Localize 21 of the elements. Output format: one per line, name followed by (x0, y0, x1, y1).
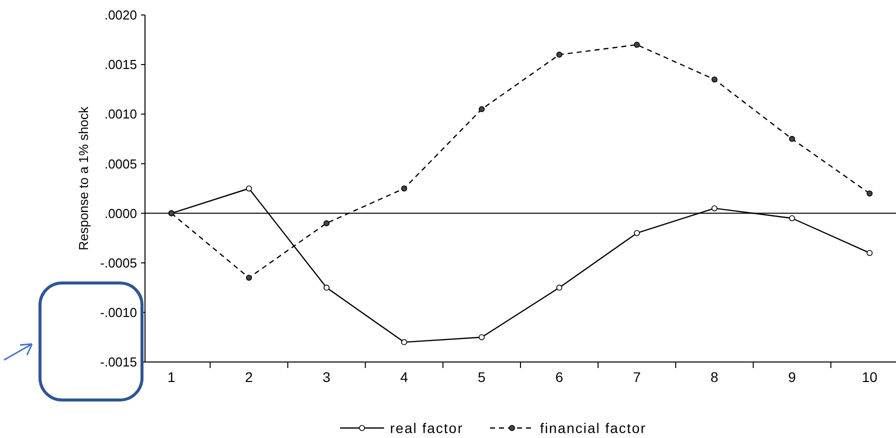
y-tick-label: .0005 (104, 156, 137, 172)
legend-label: real factor (390, 420, 464, 436)
x-tick-label: 8 (710, 369, 719, 385)
x-tick-label: 1 (167, 369, 176, 385)
y-tick-label: .0010 (104, 106, 137, 122)
x-tick-label: 6 (555, 369, 564, 385)
y-tick-label: .0000 (104, 206, 137, 221)
y-tick-label: -.0015 (100, 354, 137, 370)
x-tick-label: 7 (632, 369, 641, 385)
y-tick-label: .0020 (104, 8, 137, 23)
x-tick-label: 2 (245, 369, 254, 385)
y-tick-label: -.0005 (100, 255, 137, 270)
y-axis-title: Response to a 1% shock (76, 106, 91, 250)
y-tick-label: -.0010 (100, 304, 137, 320)
y-tick-label: .0015 (104, 57, 137, 72)
x-tick-label: 5 (478, 369, 486, 385)
x-tick-label: 9 (788, 369, 796, 385)
x-tick-label: 4 (400, 369, 408, 385)
x-tick-label: 10 (862, 369, 878, 385)
legend-label: financial factor (540, 420, 646, 436)
x-tick-label: 3 (322, 369, 331, 385)
